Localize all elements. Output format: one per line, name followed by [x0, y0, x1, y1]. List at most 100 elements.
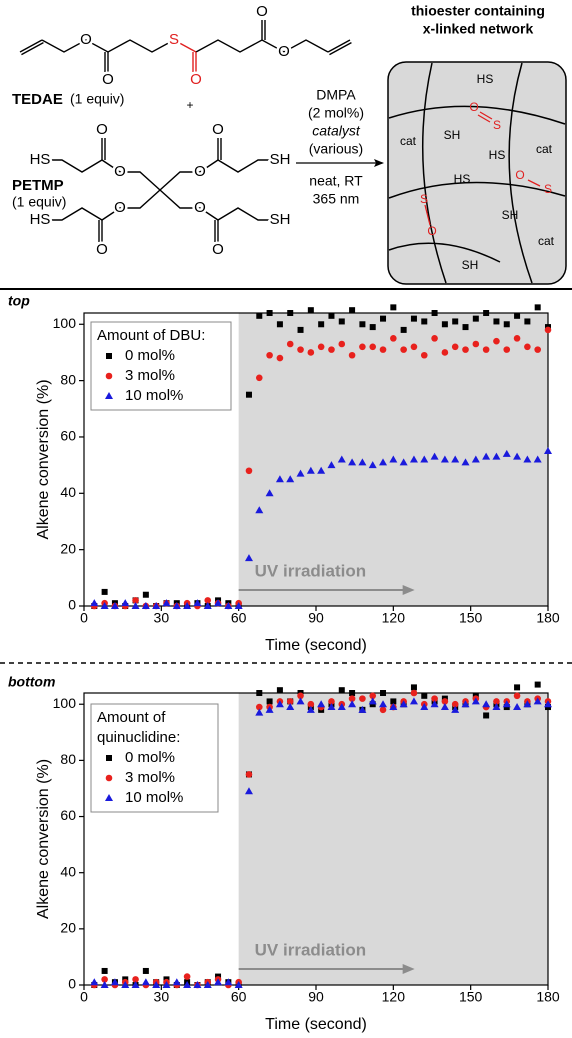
data-point [421, 692, 428, 699]
data-point [245, 391, 252, 398]
data-point [502, 700, 511, 708]
condition-text: (various) [309, 141, 363, 157]
data-point [502, 449, 511, 457]
data-point [420, 455, 429, 463]
data-point [296, 697, 305, 705]
data-point [183, 981, 192, 988]
data-point [472, 340, 480, 348]
data-point [410, 684, 417, 691]
data-point [349, 690, 356, 696]
data-point [234, 981, 243, 988]
data-point [275, 700, 284, 708]
x-axis-label: Time (second) [265, 1016, 367, 1033]
network-label: O [515, 168, 524, 182]
network-label: HS [477, 72, 494, 86]
data-point [275, 475, 284, 483]
condition-text: catalyst [312, 123, 361, 139]
annotation-arrow-head [402, 964, 415, 974]
data-point [524, 343, 531, 351]
y-tick-label: 20 [60, 540, 76, 556]
data-point [255, 708, 264, 716]
data-point [256, 312, 263, 319]
y-tick-label: 0 [68, 976, 76, 992]
legend-marker [105, 794, 113, 801]
data-point [523, 455, 532, 463]
network-label: cat [536, 142, 553, 156]
data-point [152, 981, 161, 988]
data-point [410, 343, 418, 351]
atom-label: O [256, 3, 268, 20]
data-point [431, 335, 438, 342]
x-tick-label: 30 [154, 989, 170, 1005]
data-point [451, 700, 459, 708]
data-point [451, 455, 460, 463]
data-point [440, 455, 449, 463]
x-tick-label: 60 [231, 989, 247, 1005]
data-point [338, 340, 346, 348]
data-point [172, 978, 181, 986]
y-tick-label: 100 [53, 315, 77, 331]
x-axis-label: Time (second) [265, 637, 367, 654]
data-point [328, 698, 335, 705]
data-point [471, 697, 480, 705]
y-tick-label: 40 [60, 484, 76, 500]
data-point [224, 978, 233, 986]
data-point [90, 599, 99, 607]
data-point [276, 354, 284, 362]
bond [329, 42, 352, 56]
x-tick-label: 150 [459, 989, 483, 1005]
data-point [255, 374, 263, 382]
atom-label: O [212, 121, 224, 138]
data-point [244, 554, 253, 562]
data-point [162, 981, 171, 988]
data-point [266, 310, 273, 316]
data-point [513, 452, 522, 460]
data-point [110, 978, 119, 986]
data-point [318, 321, 325, 328]
data-point [359, 321, 366, 328]
data-point [338, 687, 345, 694]
data-point [358, 705, 367, 713]
data-point [533, 455, 542, 463]
data-point [337, 455, 346, 463]
data-point [451, 705, 460, 713]
network-label: O [469, 100, 478, 114]
data-point [121, 981, 130, 988]
x-tick-label: 90 [308, 610, 324, 626]
data-point [101, 967, 108, 974]
data-point [472, 315, 479, 322]
x-tick-label: 30 [154, 610, 170, 626]
data-point [244, 787, 253, 795]
data-point [121, 599, 130, 607]
data-point [452, 318, 459, 325]
data-point [534, 346, 541, 353]
network-label: SH [502, 208, 519, 222]
data-point [461, 458, 470, 466]
data-point [441, 698, 449, 705]
x-tick-label: 150 [459, 610, 483, 626]
data-point [400, 326, 407, 333]
data-point [152, 602, 161, 609]
legend-label: 3 mol% [125, 367, 175, 384]
atom-label: SH [270, 211, 291, 228]
network-label: cat [400, 134, 417, 148]
data-point [307, 700, 315, 708]
data-point [431, 695, 438, 702]
data-point [296, 469, 305, 477]
network-label: O [427, 224, 436, 238]
data-point [483, 712, 490, 719]
condition-text: DMPA [316, 87, 356, 103]
data-point [100, 602, 109, 609]
data-point [493, 318, 500, 325]
data-point [327, 703, 336, 711]
data-point [368, 461, 377, 469]
data-point [482, 452, 491, 460]
data-point [390, 304, 397, 311]
data-point [337, 703, 346, 711]
data-point [409, 455, 418, 463]
annotation: UV irradiation [255, 940, 366, 959]
bond [19, 39, 43, 53]
bond [48, 159, 161, 191]
data-point [101, 588, 108, 595]
